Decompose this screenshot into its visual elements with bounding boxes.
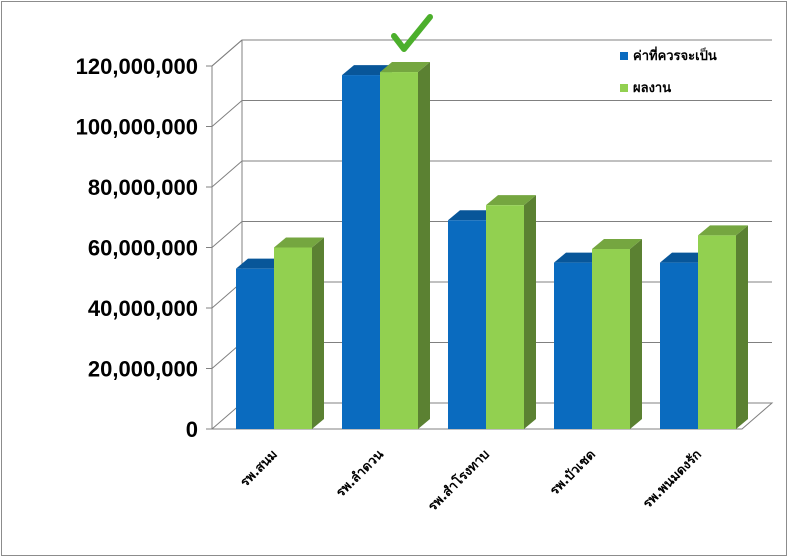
- y-tick-label: 0: [186, 417, 198, 442]
- x-axis-labels: รพ.สนม รพ.ลำดวน รพ.สำโรงทาบ รพ.บัวเชด รพ.พนม…: [238, 446, 705, 515]
- bar-front: [448, 220, 486, 429]
- bar-top: [698, 225, 748, 236]
- y-tick-label: 20,000,000: [88, 357, 198, 382]
- bar-side: [630, 239, 642, 429]
- legend-label: ค่าที่ควรจะเป็น: [633, 46, 717, 64]
- x-tick-label: รพ.สำโรงทาบ: [424, 446, 493, 515]
- x-tick-label: รพ.สนม: [238, 447, 281, 490]
- x-tick-label: รพ.บัวเชด: [547, 447, 598, 498]
- bar-front: [274, 247, 312, 429]
- bar-side: [312, 237, 324, 429]
- bar-top: [554, 252, 604, 263]
- bar-side: [418, 62, 430, 430]
- y-tick-label: 120,000,000: [76, 54, 198, 79]
- bar: [380, 62, 430, 430]
- gridline: [211, 100, 772, 127]
- bar: [486, 195, 536, 429]
- bar-front: [342, 75, 380, 429]
- y-tick-label: 60,000,000: [88, 236, 198, 261]
- bar-front: [380, 72, 418, 430]
- x-tick-label: รพ.พนมดงรัก: [640, 447, 705, 512]
- legend-label: ผลงาน: [633, 81, 671, 96]
- bar: [592, 239, 642, 429]
- bar-top: [380, 62, 430, 73]
- check-mark-icon: [391, 14, 433, 52]
- bar-top: [660, 252, 710, 263]
- gridline: [211, 160, 772, 188]
- bar-top: [448, 210, 498, 221]
- legend-swatch: [620, 84, 628, 92]
- bar-top: [342, 65, 392, 76]
- bar-front: [698, 235, 736, 429]
- bar: [274, 237, 324, 429]
- bar-front: [554, 262, 592, 429]
- y-tick-label: 40,000,000: [88, 296, 198, 321]
- y-tick-label: 80,000,000: [88, 175, 198, 200]
- bar-top: [274, 237, 324, 248]
- bar-side: [736, 225, 748, 429]
- bar-top: [592, 239, 642, 250]
- check-mark-stroke: [391, 14, 433, 52]
- bar-front: [486, 205, 524, 429]
- y-tick-label: 100,000,000: [76, 115, 198, 140]
- bar-top: [486, 195, 536, 206]
- bars: [236, 62, 748, 430]
- gridline: [211, 39, 772, 67]
- x-tick-label: รพ.ลำดวน: [333, 446, 387, 500]
- gridline: [211, 221, 772, 248]
- legend-swatch: [620, 52, 628, 60]
- bar: [698, 225, 748, 429]
- bar-front: [660, 262, 698, 429]
- y-axis-ticks: 0 20,000,000 40,000,000 60,000,000 80,000,00…: [76, 54, 212, 442]
- bar-top: [236, 258, 286, 269]
- bar-front: [236, 268, 274, 429]
- bar-side: [524, 195, 536, 429]
- bar-front: [592, 249, 630, 429]
